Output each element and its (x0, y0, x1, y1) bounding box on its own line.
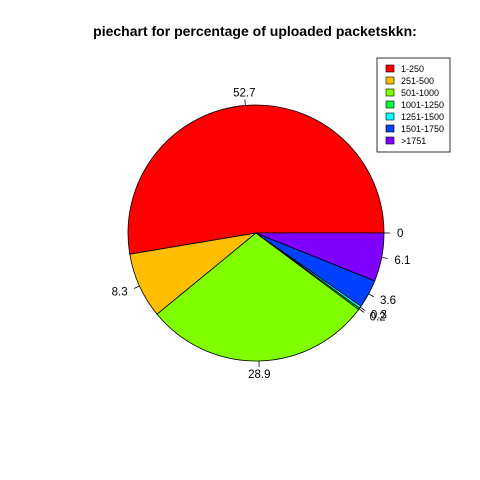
legend-entry: 1501-1750 (401, 124, 444, 134)
legend-swatch (385, 136, 395, 145)
pie-label: 8.3 (112, 286, 128, 298)
legend-entry: >1751 (401, 136, 426, 146)
legend-entry: 1251-1500 (401, 112, 444, 122)
pie-label: 3.6 (380, 295, 396, 307)
pie-label: 28.9 (248, 369, 270, 381)
legend-entry: 501-1000 (401, 88, 439, 98)
legend-entry: 1001-1250 (401, 100, 444, 110)
legend-swatch (385, 88, 395, 97)
pie-label-tick (360, 306, 366, 311)
legend-swatch (385, 64, 395, 73)
pie-label-tick (358, 308, 365, 313)
pie-label: 0.3 (371, 310, 387, 322)
pie-label-tick (381, 256, 388, 259)
legend-entry: 1-250 (401, 64, 424, 74)
legend-swatch (385, 124, 395, 133)
pie-label: 0 (397, 228, 403, 240)
legend-entry: 251-500 (401, 76, 434, 86)
legend-swatch (385, 100, 395, 109)
legend-swatch (385, 112, 395, 121)
pie-slice-501-1000 (156, 232, 360, 362)
chart-title: piechart for percentage of uploaded pack… (93, 23, 417, 39)
pie-labels: 52.7 8.3 28.9 0.20.3 3.6 6.1 0 (112, 87, 411, 380)
pie-label-tick (368, 293, 375, 298)
legend: 1-250 251-500 501-1000 1001-1250 1251-1500 15… (376, 57, 451, 153)
pie-label-tick (133, 285, 140, 289)
pie-label: 0.2 (370, 312, 386, 324)
pie-label: 52.7 (233, 87, 255, 99)
pie-label: 6.1 (394, 255, 410, 267)
pie-slice-1-250 (127, 104, 385, 255)
legend-swatch (385, 76, 395, 85)
pie-slices (127, 104, 385, 362)
